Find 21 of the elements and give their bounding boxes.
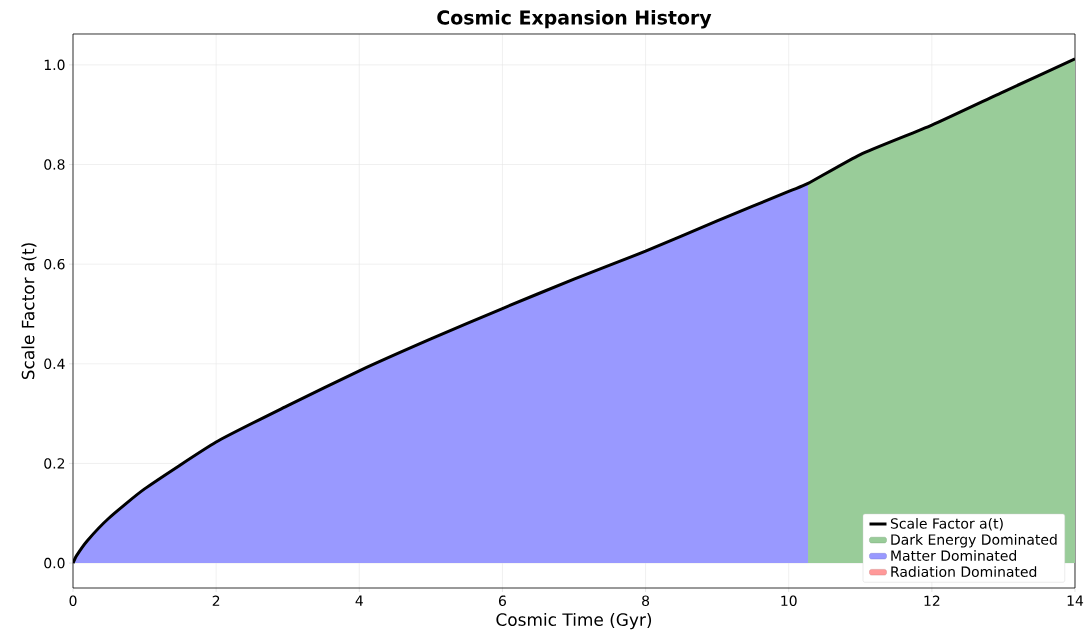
x-tick-label: 4 [355, 595, 363, 606]
chart-title: Cosmic Expansion History [437, 10, 712, 29]
x-tick-label: 14 [1067, 595, 1084, 606]
x-tick-label: 0 [69, 595, 77, 607]
legend-label: Radiation Dominated [891, 566, 1037, 577]
x-tick-label: 2 [212, 595, 220, 606]
x-tick-label: 10 [781, 595, 797, 607]
x-tick-label: 8 [642, 595, 650, 607]
x-axis-title: Cosmic Time (Gyr) [496, 612, 652, 630]
y-tick-label: 0.6 [44, 258, 65, 270]
x-tick-label: 12 [924, 595, 940, 606]
y-tick-label: 0.8 [44, 159, 65, 170]
y-tick-label: 0.2 [44, 458, 65, 469]
x-tick-label: 6 [498, 595, 506, 607]
legend-label: Matter Dominated [891, 550, 1017, 561]
y-tick-label: 1.0 [44, 59, 65, 71]
y-tick-label: 0.0 [44, 557, 65, 569]
legend-label: Dark Energy Dominated [891, 534, 1057, 548]
y-tick-label: 0.4 [44, 358, 65, 370]
y-axis-title: Scale Factor a(t) [21, 243, 37, 380]
legend-label: Scale Factor a(t) [890, 517, 1003, 531]
